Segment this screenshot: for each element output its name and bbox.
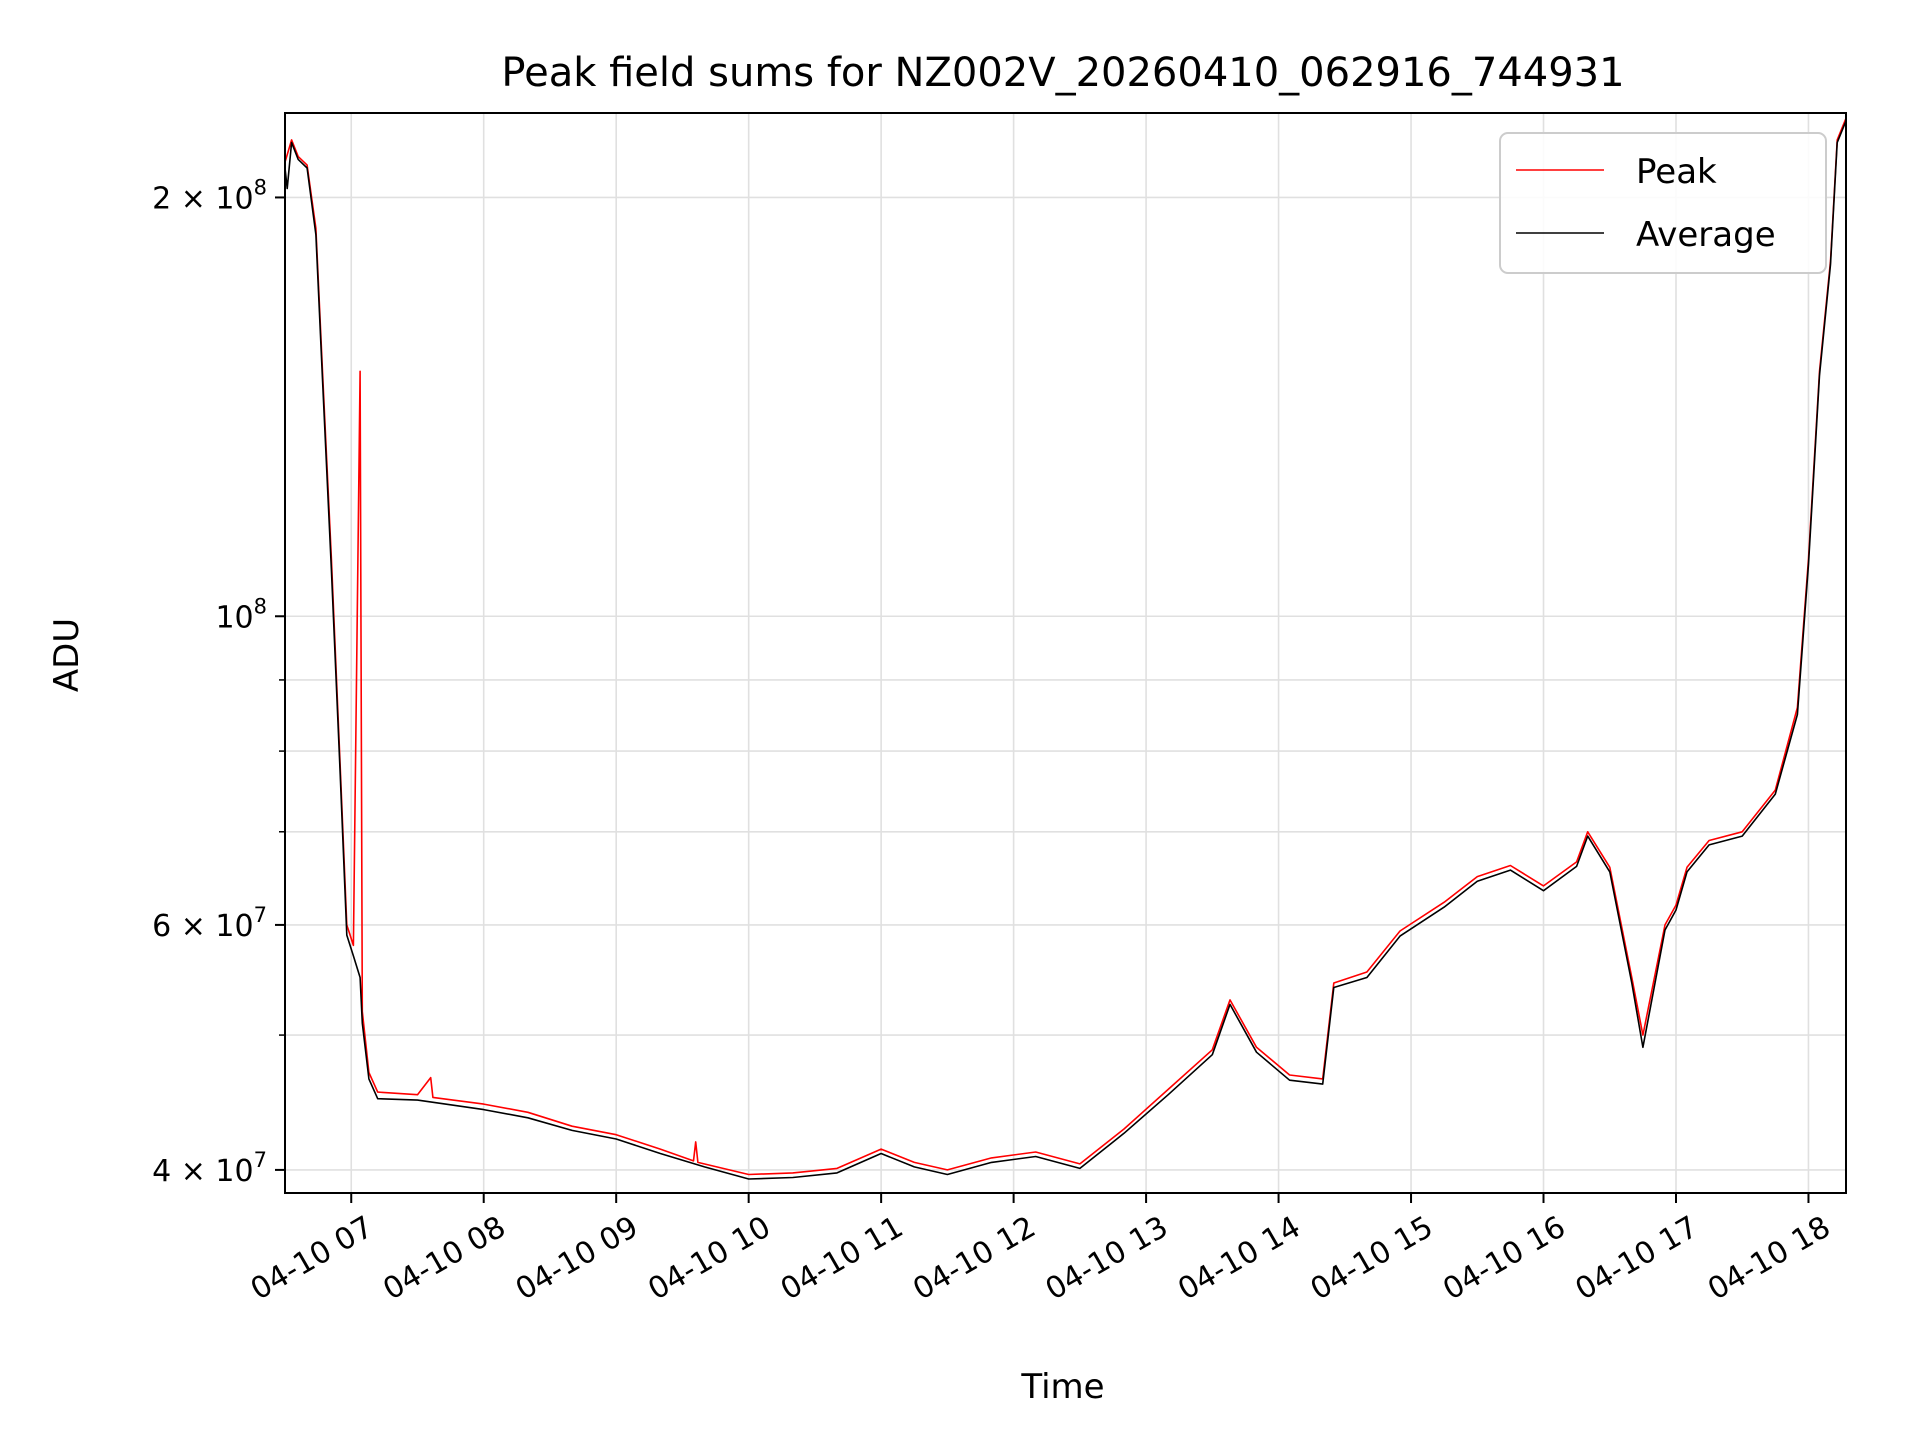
x-tick-label: 04-10 13 bbox=[1040, 1210, 1174, 1308]
grid-layer bbox=[285, 113, 1846, 1193]
plot-area-frame bbox=[284, 112, 1847, 1194]
series-line-peak bbox=[284, 117, 1847, 1176]
x-tick-label: 04-10 14 bbox=[1172, 1210, 1306, 1308]
y-tick-label: 6 × 107 bbox=[152, 903, 267, 944]
x-tick-label: 04-10 08 bbox=[377, 1210, 511, 1308]
series-line-average bbox=[284, 120, 1847, 1180]
y-tick-label: 4 × 107 bbox=[152, 1148, 267, 1189]
x-tick-label: 04-10 07 bbox=[245, 1210, 379, 1308]
x-tick-label: 04-10 10 bbox=[642, 1210, 776, 1308]
y-tick-label: 108 bbox=[215, 594, 267, 635]
legend-label-average: Average bbox=[1636, 215, 1776, 255]
x-tick-label: 04-10 16 bbox=[1437, 1210, 1571, 1308]
x-tick-label: 04-10 15 bbox=[1305, 1210, 1439, 1308]
legend: Peak Average bbox=[1499, 132, 1827, 274]
legend-box bbox=[1499, 132, 1827, 274]
x-tick-label: 04-10 12 bbox=[907, 1210, 1041, 1308]
chart-title: Peak field sums for NZ002V_20260410_0629… bbox=[501, 50, 1624, 96]
x-tick-label: 04-10 18 bbox=[1702, 1210, 1836, 1308]
x-axis-title: Time bbox=[1020, 1367, 1104, 1407]
x-tick-label: 04-10 09 bbox=[510, 1210, 644, 1308]
y-axis-title: ADU bbox=[47, 618, 87, 692]
legend-label-peak: Peak bbox=[1636, 152, 1717, 192]
series-layer bbox=[284, 117, 1847, 1180]
x-tick-label: 04-10 11 bbox=[775, 1210, 909, 1308]
y-tick-label: 2 × 108 bbox=[152, 175, 267, 216]
x-tick-label: 04-10 17 bbox=[1570, 1210, 1704, 1308]
